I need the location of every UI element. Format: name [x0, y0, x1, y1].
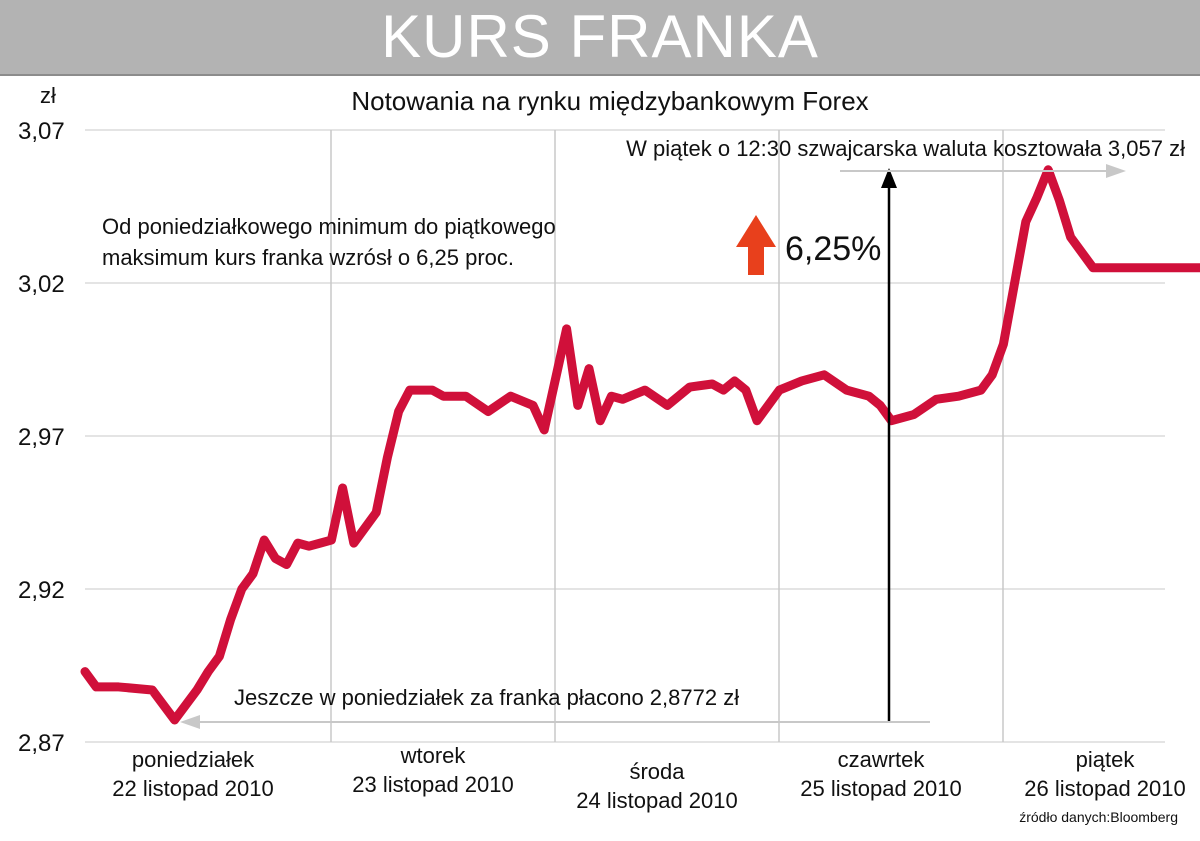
y-axis-unit-label: zł — [40, 83, 56, 108]
change-percent-label: 6,25% — [785, 230, 881, 268]
y-tick-label: 3,07 — [18, 118, 65, 145]
y-tick-label: 2,97 — [18, 424, 65, 451]
y-tick-label: 3,02 — [18, 271, 65, 298]
x-day-name-label: piątek — [1076, 747, 1136, 772]
x-day-name-label: poniedziałek — [132, 747, 255, 772]
change-span-arrow — [881, 168, 897, 722]
friday-price-annotation: W piątek o 12:30 szwajcarska waluta kosz… — [626, 136, 1185, 161]
title-banner: KURS FRANKA — [0, 0, 1200, 76]
x-axis-day-labels: poniedziałek 22 listopad 2010 wtorek 23 lis… — [112, 743, 1185, 813]
x-day-date-label: 24 listopad 2010 — [576, 788, 737, 813]
range-note-line-2: maksimum kurs franka wzrósł o 6,25 proc. — [102, 245, 514, 270]
grid-lines — [85, 129, 1165, 743]
monday-price-annotation: Jeszcze w poniedziałek za franka płacono… — [234, 685, 739, 710]
annotations: W piątek o 12:30 szwajcarska waluta kosz… — [102, 136, 1185, 729]
chart-subtitle: Notowania na rynku międzybankowym Forex — [351, 86, 868, 116]
monday-min-pointer-arrow — [180, 715, 930, 729]
up-arrow-icon — [736, 215, 776, 275]
banner-title: KURS FRANKA — [381, 3, 819, 70]
x-day-date-label: 23 listopad 2010 — [352, 772, 513, 797]
y-tick-label: 2,92 — [18, 577, 65, 604]
x-day-date-label: 22 listopad 2010 — [112, 776, 273, 801]
y-axis-ticks: 3,07 3,02 2,97 2,92 2,87 — [18, 118, 65, 757]
range-note-line-1: Od poniedziałkowego minimum do piątkoweg… — [102, 214, 556, 239]
x-day-date-label: 25 listopad 2010 — [800, 776, 961, 801]
y-tick-label: 2,87 — [18, 730, 65, 757]
x-day-name-label: czawrtek — [838, 747, 926, 772]
x-day-name-label: wtorek — [400, 743, 467, 768]
source-note: źródło danych:Bloomberg — [1019, 809, 1178, 825]
series-layer — [80, 165, 1200, 725]
x-day-date-label: 26 listopad 2010 — [1024, 776, 1185, 801]
franc-rate-series-line — [80, 165, 1200, 725]
friday-max-pointer-arrow — [840, 164, 1126, 178]
x-day-name-label: środa — [629, 759, 685, 784]
